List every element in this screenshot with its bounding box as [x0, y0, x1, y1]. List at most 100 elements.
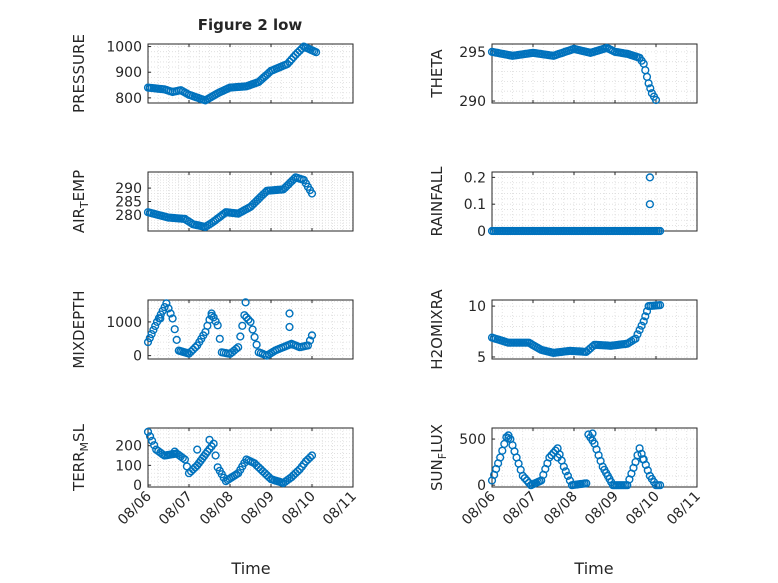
data-point: [170, 325, 179, 334]
y-tick-label: 100: [115, 458, 142, 474]
data-point: [637, 321, 646, 330]
y-axis-label: SUNFLUX: [428, 424, 449, 491]
y-tick-label: 0: [477, 478, 486, 494]
data-point: [655, 481, 665, 490]
data-point: [645, 173, 655, 182]
data-point: [545, 453, 554, 462]
data-point: [312, 48, 321, 57]
data-point: [291, 50, 300, 59]
axes-box: [491, 427, 698, 488]
x-tick-label: 08/11: [664, 489, 704, 529]
y-axis-label: MIXDEPTH: [70, 290, 88, 368]
y-tick-label: 5: [477, 350, 486, 366]
data-point: [143, 427, 153, 437]
data-point: [234, 343, 243, 352]
data-point: [151, 321, 160, 331]
data-point: [293, 48, 302, 57]
x-tick-label: 08/11: [320, 489, 360, 529]
data-point: [145, 334, 154, 343]
data-point: [207, 309, 216, 318]
data-point: [303, 341, 313, 350]
y-axis-label: THETA: [428, 49, 446, 99]
axes-box: [147, 43, 354, 104]
data-point: [238, 321, 247, 330]
data-point: [641, 66, 650, 75]
y-tick-label: 0: [133, 478, 142, 494]
y-tick-label: 800: [115, 91, 142, 107]
y-tick-label: 285: [115, 195, 142, 211]
data-point: [250, 333, 259, 342]
axes-box: [491, 299, 698, 360]
data-point: [588, 342, 597, 351]
data-point: [187, 347, 196, 356]
y-tick-label: 900: [115, 65, 142, 81]
figure-title: Figure 2 low: [198, 16, 303, 34]
data-point: [283, 59, 292, 69]
series-markers: [143, 173, 317, 232]
y-tick-label: 295: [459, 45, 486, 61]
y-tick-label: 0: [133, 349, 142, 365]
data-point: [635, 325, 644, 335]
data-point: [644, 79, 653, 88]
data-point: [149, 325, 158, 335]
data-point: [143, 338, 153, 347]
data-point: [211, 451, 220, 460]
axes-box: [147, 427, 354, 488]
y-tick-label: 1000: [106, 315, 142, 331]
data-point: [639, 317, 648, 326]
data-point: [559, 462, 568, 471]
data-point: [240, 311, 249, 320]
data-point: [633, 330, 642, 339]
data-point: [164, 304, 173, 313]
data-point: [248, 325, 257, 334]
x-tick-label: 08/06: [115, 488, 155, 528]
data-point: [645, 200, 655, 209]
panel-theta: 290 295 THETA: [428, 43, 698, 110]
y-tick-label: 1000: [106, 40, 142, 56]
x-tick-label: 08/07: [156, 489, 196, 529]
data-point: [146, 432, 155, 441]
data-point: [289, 52, 298, 62]
data-point: [148, 436, 157, 445]
x-tick-label: 08/09: [582, 489, 622, 529]
data-point: [191, 343, 200, 352]
data-point: [293, 467, 302, 476]
y-tick-label: 500: [459, 432, 486, 448]
data-point: [295, 46, 304, 55]
data-point: [638, 455, 648, 464]
data-point: [285, 309, 294, 318]
x-tick-label: 08/08: [197, 489, 237, 529]
y-tick-label: 0.1: [464, 197, 486, 213]
data-point: [211, 317, 220, 326]
x-tick-label: 08/09: [238, 489, 278, 529]
data-point: [563, 471, 573, 481]
data-point: [232, 344, 241, 354]
data-point: [642, 72, 652, 81]
y-tick-label: 290: [459, 94, 486, 110]
data-point: [504, 431, 513, 440]
grid: [491, 300, 698, 359]
panel-pressure: 800 900 1000 PRESSURE: [70, 34, 354, 113]
panel-terr_msl: 08/06 08/07 08/08 08/09 08/10 08/11 0 100 200 TER…: [70, 423, 360, 528]
data-point: [641, 312, 650, 321]
data-point: [588, 429, 597, 438]
data-point: [205, 435, 214, 444]
panel-mixdepth: 0 1000 MIXDEPTH: [70, 290, 354, 369]
data-point: [305, 453, 315, 462]
data-point: [241, 298, 250, 307]
data-point: [209, 313, 218, 322]
axes-box: [491, 171, 698, 232]
grid: [491, 171, 698, 232]
data-point: [178, 453, 187, 463]
data-point: [305, 336, 315, 345]
y-tick-label: 200: [115, 439, 142, 455]
data-point: [246, 317, 255, 327]
series-markers: [487, 173, 665, 236]
data-point: [213, 321, 222, 330]
data-point: [655, 226, 665, 236]
panel-rainfall: 0 0.1 0.2 RAINFALL: [428, 166, 698, 240]
y-tick-label: 290: [115, 181, 142, 197]
data-point: [147, 330, 156, 339]
data-point: [289, 175, 298, 184]
data-point: [242, 313, 251, 322]
